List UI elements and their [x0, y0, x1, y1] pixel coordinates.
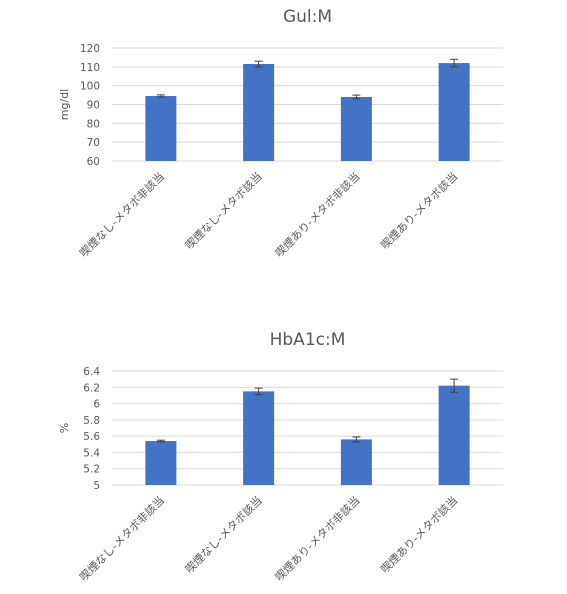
y-tick-label: 6.4 — [83, 366, 100, 378]
category-label: 喫煙あり-メタボ非該当 — [272, 493, 362, 583]
category-label: 喫煙なし-メタボ非該当 — [77, 169, 167, 259]
y-tick-label: 60 — [87, 156, 100, 168]
y-tick-label: 5.2 — [83, 464, 100, 476]
chart-title: HbA1c:M — [270, 330, 346, 350]
category-label: 喫煙なし-メタボ該当 — [182, 493, 265, 576]
y-tick-label: 5 — [93, 480, 100, 492]
category-label: 喫煙あり-メタボ該当 — [378, 169, 461, 252]
bar — [243, 64, 275, 161]
bar — [340, 96, 372, 161]
y-tick-label: 5.4 — [83, 447, 100, 459]
y-tick-label: 6 — [93, 399, 100, 411]
chart-title: Gul:M — [283, 7, 332, 27]
bar — [243, 391, 275, 485]
y-tick-label: 70 — [87, 137, 100, 149]
y-tick-label: 5.6 — [83, 431, 100, 443]
bar — [145, 441, 177, 485]
bar — [145, 96, 177, 161]
bar — [438, 63, 470, 161]
y-tick-label: 80 — [87, 118, 100, 130]
y-tick-label: 90 — [87, 100, 100, 112]
y-tick-label: 110 — [80, 62, 100, 74]
category-label: 喫煙あり-メタボ非該当 — [272, 169, 362, 259]
category-label: 喫煙あり-メタボ該当 — [378, 493, 461, 576]
category-label: 喫煙なし-メタボ非該当 — [77, 493, 167, 583]
y-axis-label: % — [58, 423, 71, 433]
y-tick-label: 6.2 — [83, 382, 100, 394]
y-tick-label: 120 — [80, 43, 100, 55]
y-axis-label: mg/dl — [58, 89, 71, 120]
hba1c-chart: HbA1c:M55.25.45.65.866.26.4%喫煙なし-メタボ非該当喫… — [58, 330, 503, 584]
y-tick-label: 100 — [80, 81, 100, 93]
bar — [438, 385, 470, 485]
bar — [340, 439, 372, 485]
y-tick-label: 5.8 — [83, 415, 100, 427]
category-label: 喫煙なし-メタボ該当 — [182, 169, 265, 252]
